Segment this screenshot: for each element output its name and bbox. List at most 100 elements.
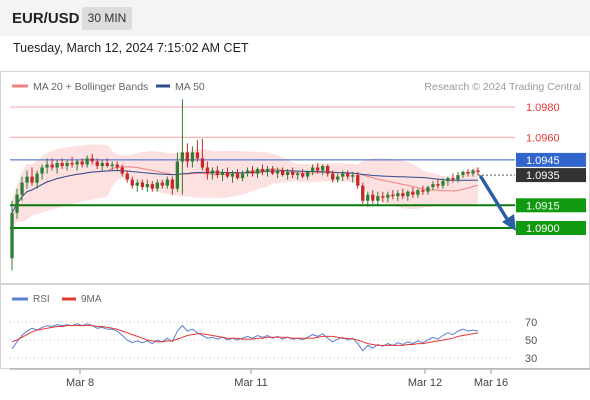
candle [391, 190, 395, 200]
candle [336, 173, 340, 183]
candle-body [140, 182, 144, 188]
candle [105, 158, 109, 168]
candle [386, 191, 390, 203]
level-label-bg-5 [516, 221, 586, 235]
rsi-level-label-30: 30 [525, 353, 537, 365]
candle [411, 187, 415, 198]
level-label-bg-4 [516, 198, 586, 213]
candle-body [361, 185, 365, 201]
candle [306, 170, 310, 180]
candle [190, 146, 195, 168]
level-label-pivot-2: 1.0945 [526, 155, 560, 167]
rsi-level-label-50: 50 [525, 335, 537, 347]
candle [265, 166, 270, 177]
candle-body [406, 191, 410, 197]
candle-body [120, 167, 124, 174]
candle [436, 179, 440, 189]
level-label-last-3: 1.0935 [526, 170, 560, 182]
candle [155, 179, 159, 192]
candle-body [336, 176, 340, 180]
candle-body [220, 172, 225, 175]
candle [356, 172, 360, 189]
candle [150, 181, 154, 192]
candle [321, 164, 325, 176]
candle-body [155, 182, 159, 189]
candle [135, 179, 139, 192]
candle-body [275, 170, 280, 174]
candle [301, 169, 305, 179]
candle-body [75, 161, 79, 165]
candle-body [200, 158, 205, 168]
candle-body [245, 170, 250, 174]
candle-body [45, 164, 49, 168]
candle-body [391, 194, 395, 197]
candle [245, 167, 250, 177]
candle [275, 167, 280, 179]
timeframe-button[interactable]: 30 MIN [82, 7, 132, 30]
candle [456, 172, 460, 183]
candle-body [421, 190, 425, 192]
x-tick-label: Mar 8 [66, 377, 94, 389]
candle [35, 170, 39, 189]
candle-body [286, 172, 290, 175]
candle-body [195, 152, 200, 159]
x-tick-label: Mar 16 [474, 377, 508, 389]
candle-body [145, 184, 149, 188]
candle [311, 164, 315, 176]
candle-body [255, 169, 260, 174]
candle [326, 164, 330, 177]
toolbar: EUR/USD 30 MIN [0, 0, 590, 36]
candle-body [165, 179, 169, 186]
candle-body [160, 182, 164, 186]
candle-body [205, 167, 210, 174]
candle-body [175, 161, 179, 189]
candle-body [326, 166, 330, 174]
candle-body [270, 169, 275, 174]
candle [331, 170, 335, 183]
candle [471, 169, 475, 177]
legend-ma20-label: MA 20 + Bollinger Bands [33, 81, 148, 93]
candle [55, 159, 59, 174]
candle-body [20, 182, 24, 195]
candle [50, 158, 54, 171]
candle-body [25, 176, 29, 183]
candle-body [115, 164, 119, 168]
candle-body [10, 212, 14, 259]
candle-body [225, 172, 230, 177]
candle [316, 163, 320, 174]
candle-body [170, 179, 174, 189]
candle-body [346, 173, 350, 177]
candle-body [35, 173, 39, 183]
candle [361, 182, 365, 204]
candle-body [426, 187, 430, 192]
candle-body [341, 173, 345, 177]
candle-body [240, 173, 245, 179]
candle [421, 185, 425, 195]
candle-body [60, 163, 64, 166]
candle-body [95, 161, 99, 166]
candle-body [185, 152, 189, 162]
credit-text: Research © 2024 Trading Central [424, 81, 581, 93]
candle [446, 176, 450, 186]
candle [195, 140, 200, 162]
candle-body [446, 178, 450, 182]
candle-body [311, 167, 315, 172]
candle [346, 170, 350, 180]
candle [296, 170, 300, 180]
candle [145, 179, 149, 192]
candle-body [416, 190, 420, 195]
candle-body [376, 196, 380, 201]
candle [451, 173, 455, 183]
candle-body [125, 173, 129, 180]
candle [351, 172, 355, 183]
candle [366, 191, 370, 207]
candle-body [281, 170, 285, 175]
candle [110, 161, 114, 171]
candle-body [260, 169, 265, 172]
candle-body [250, 170, 255, 174]
candle [281, 167, 285, 177]
candle [170, 176, 174, 195]
candle [461, 170, 465, 179]
candle-body [70, 163, 74, 165]
down-arrow-icon [479, 175, 516, 231]
